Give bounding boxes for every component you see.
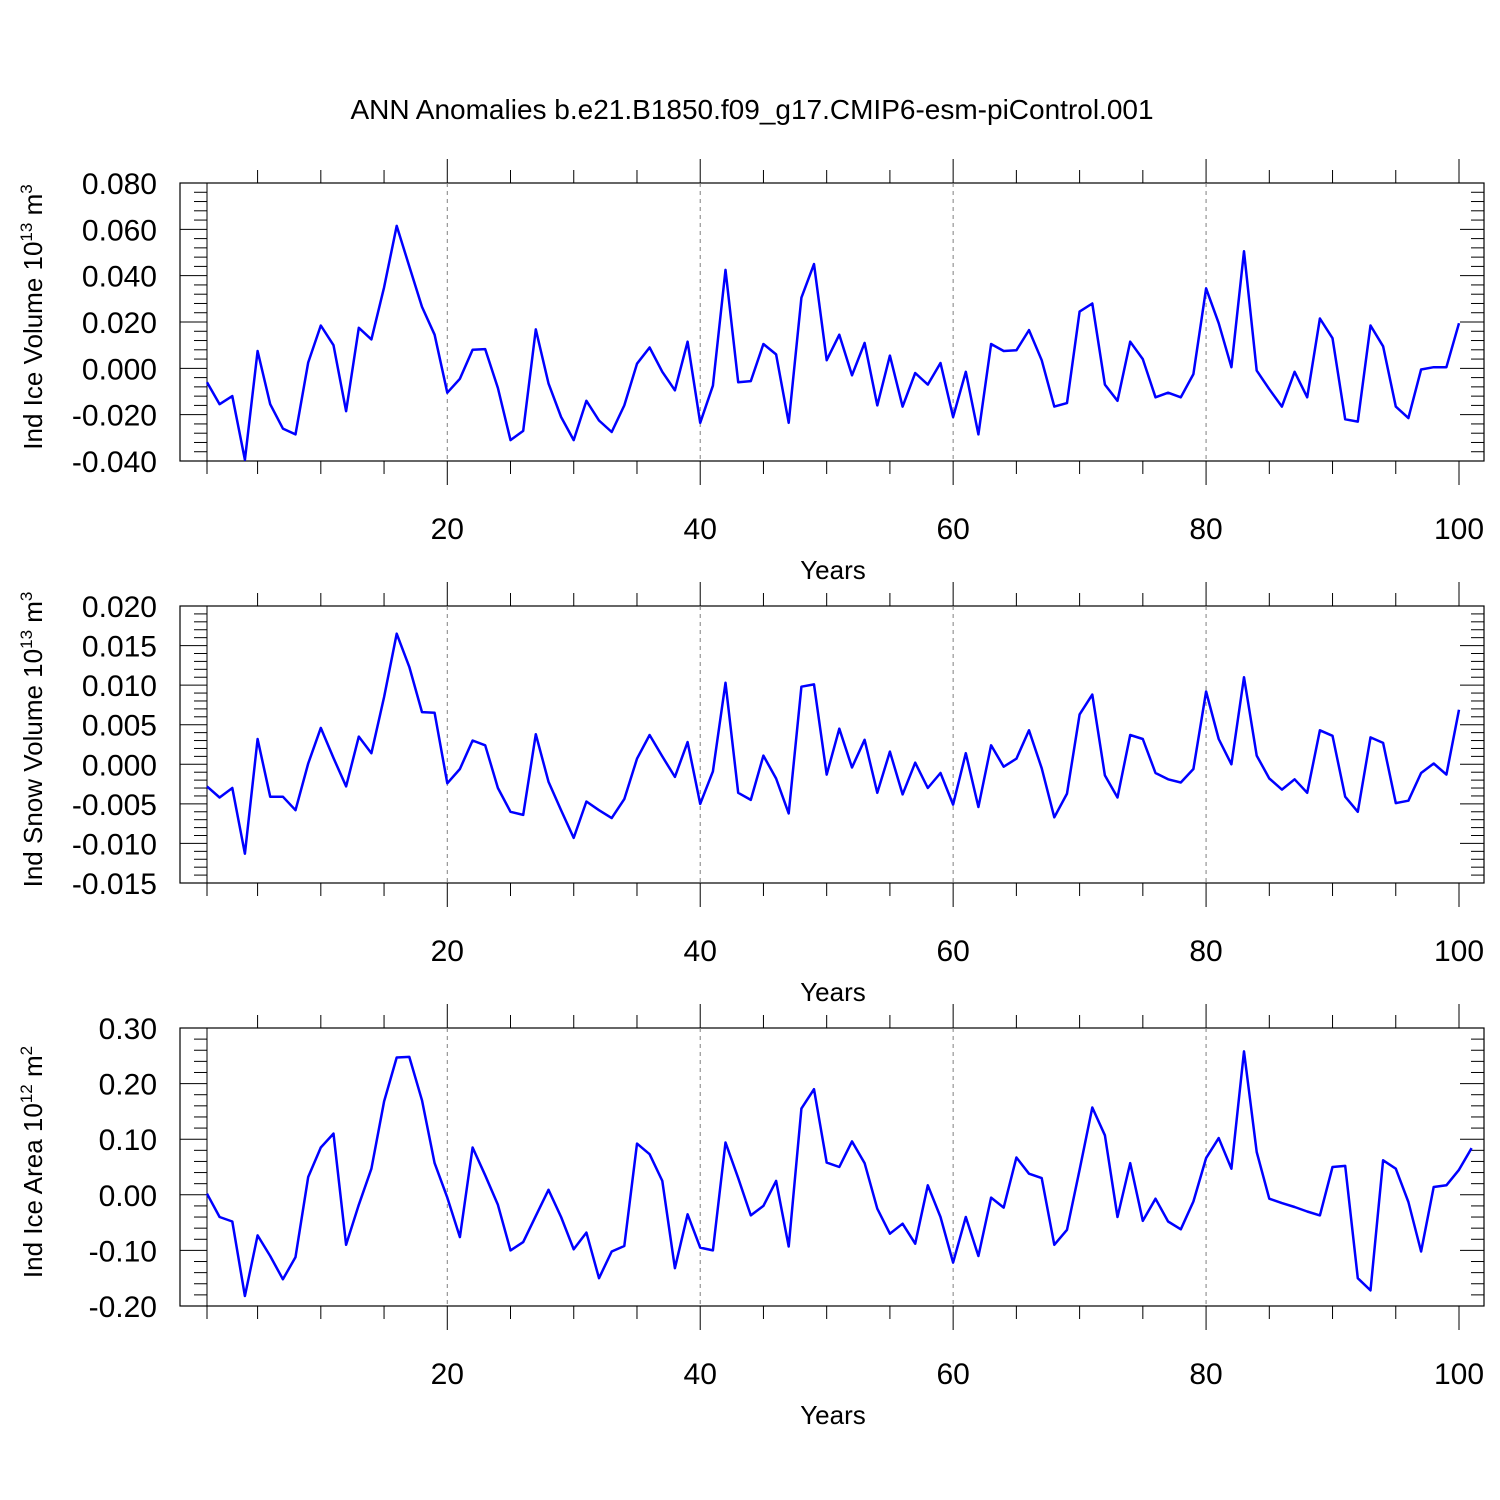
x-axis-title: Years <box>800 1400 866 1430</box>
y-axis-title: Ind Ice Area 1012 m2 <box>17 1046 48 1278</box>
y-tick-label: 0.000 <box>82 353 157 386</box>
plot-frame <box>179 1027 1485 1307</box>
y-tick-label: 0.30 <box>99 1013 157 1046</box>
y-tick-label: -0.020 <box>72 400 157 433</box>
y-tick-label: 0.000 <box>82 749 157 782</box>
panel-1: 20 40 60 80 100 -0.040 -0.020 0.000 0.020 0.040 0.… <box>17 159 1485 585</box>
x-tick-label: 20 <box>431 513 464 546</box>
y-tick-label: -0.20 <box>89 1291 157 1324</box>
y-tick-label: 0.040 <box>82 261 157 294</box>
x-tick-label: 100 <box>1434 1358 1484 1391</box>
y-axis-title: Ind Snow Volume 1013 m3 <box>17 592 48 888</box>
y-tick-label: -0.015 <box>72 868 157 901</box>
figure-title: ANN Anomalies b.e21.B1850.f09_g17.CMIP6-… <box>350 94 1153 125</box>
y-tick-label: 0.020 <box>82 591 157 624</box>
x-tick-label: 60 <box>936 513 969 546</box>
y-tick-label: 0.015 <box>82 631 157 664</box>
y-tick-label: 0.010 <box>82 670 157 703</box>
plot-frame <box>179 605 1485 884</box>
y-tick-label: 0.10 <box>99 1124 157 1157</box>
y-tick-label: 0.005 <box>82 710 157 743</box>
x-tick-label: 40 <box>684 1358 717 1391</box>
y-tick-label: -0.010 <box>72 828 157 861</box>
y-tick-label: 0.080 <box>82 168 157 201</box>
y-tick-label: -0.005 <box>72 789 157 822</box>
x-axis-title: Years <box>800 555 866 585</box>
panel-3: 20 40 60 80 100 -0.20 -0.10 0.00 0.10 0.20 0.30 Yea… <box>17 1004 1485 1430</box>
x-axis-title: Years <box>800 977 866 1007</box>
x-tick-label: 20 <box>431 935 464 968</box>
y-axis-title: Ind Ice Volume 1013 m3 <box>17 184 48 449</box>
x-tick-label: 60 <box>936 935 969 968</box>
series-line <box>205 224 1461 462</box>
y-tick-label: 0.00 <box>99 1180 157 1213</box>
x-tick-label: 20 <box>431 1358 464 1391</box>
x-tick-label: 80 <box>1189 513 1222 546</box>
y-tick-label: 0.20 <box>99 1069 157 1102</box>
series-line <box>206 632 1461 855</box>
panel-2: 20 40 60 80 100 -0.015 -0.010 -0.005 0.000 0.005 0… <box>17 582 1485 1007</box>
x-tick-label: 40 <box>684 935 717 968</box>
x-tick-label: 100 <box>1434 935 1484 968</box>
x-tick-label: 80 <box>1189 1358 1222 1391</box>
x-tick-label: 40 <box>684 513 717 546</box>
y-tick-label: -0.10 <box>89 1235 157 1268</box>
y-tick-label: 0.060 <box>82 214 157 247</box>
y-tick-label: 0.020 <box>82 307 157 340</box>
series-line <box>205 1050 1473 1298</box>
y-tick-label: -0.040 <box>72 446 157 479</box>
x-tick-label: 100 <box>1434 513 1484 546</box>
x-tick-label: 80 <box>1189 935 1222 968</box>
x-tick-label: 60 <box>936 1358 969 1391</box>
